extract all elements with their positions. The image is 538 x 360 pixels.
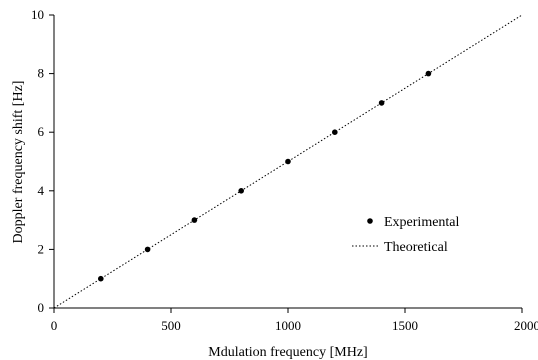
x-tick-label: 1500	[392, 318, 418, 333]
x-tick-label: 500	[161, 318, 181, 333]
experimental-point	[191, 217, 198, 223]
experimental-point	[98, 275, 104, 282]
x-tick-label: 2000	[514, 318, 538, 333]
legend-marker-experimental	[367, 218, 373, 224]
theoretical-line	[53, 14, 523, 309]
y-tick-label: 8	[38, 66, 45, 81]
experimental-point	[332, 129, 338, 135]
series	[53, 14, 523, 309]
experimental-point	[238, 188, 244, 194]
experimental-point	[144, 246, 151, 253]
legend-label-experimental: Experimental	[384, 215, 460, 230]
y-tick-label: 6	[38, 124, 45, 139]
experimental-point	[425, 70, 432, 77]
experimental-point	[378, 100, 385, 106]
y-tick-label: 10	[31, 7, 44, 22]
x-tick-label: 0	[51, 318, 58, 333]
ticks: 0 500 1000 1500 2000 0 2 4 6 8 10	[31, 7, 538, 333]
experimental-point	[285, 158, 291, 165]
legend: Experimental Theoretical	[352, 215, 460, 255]
y-tick-label: 2	[38, 241, 45, 256]
legend-label-theoretical: Theoretical	[384, 240, 448, 255]
x-tick-label: 1000	[275, 318, 301, 333]
x-axis-label: Mdulation frequency [MHz]	[208, 345, 367, 360]
y-tick-label: 0	[38, 300, 45, 315]
y-tick-label: 4	[38, 183, 45, 198]
y-axis-label: Doppler frequency shift [Hz]	[11, 81, 26, 244]
